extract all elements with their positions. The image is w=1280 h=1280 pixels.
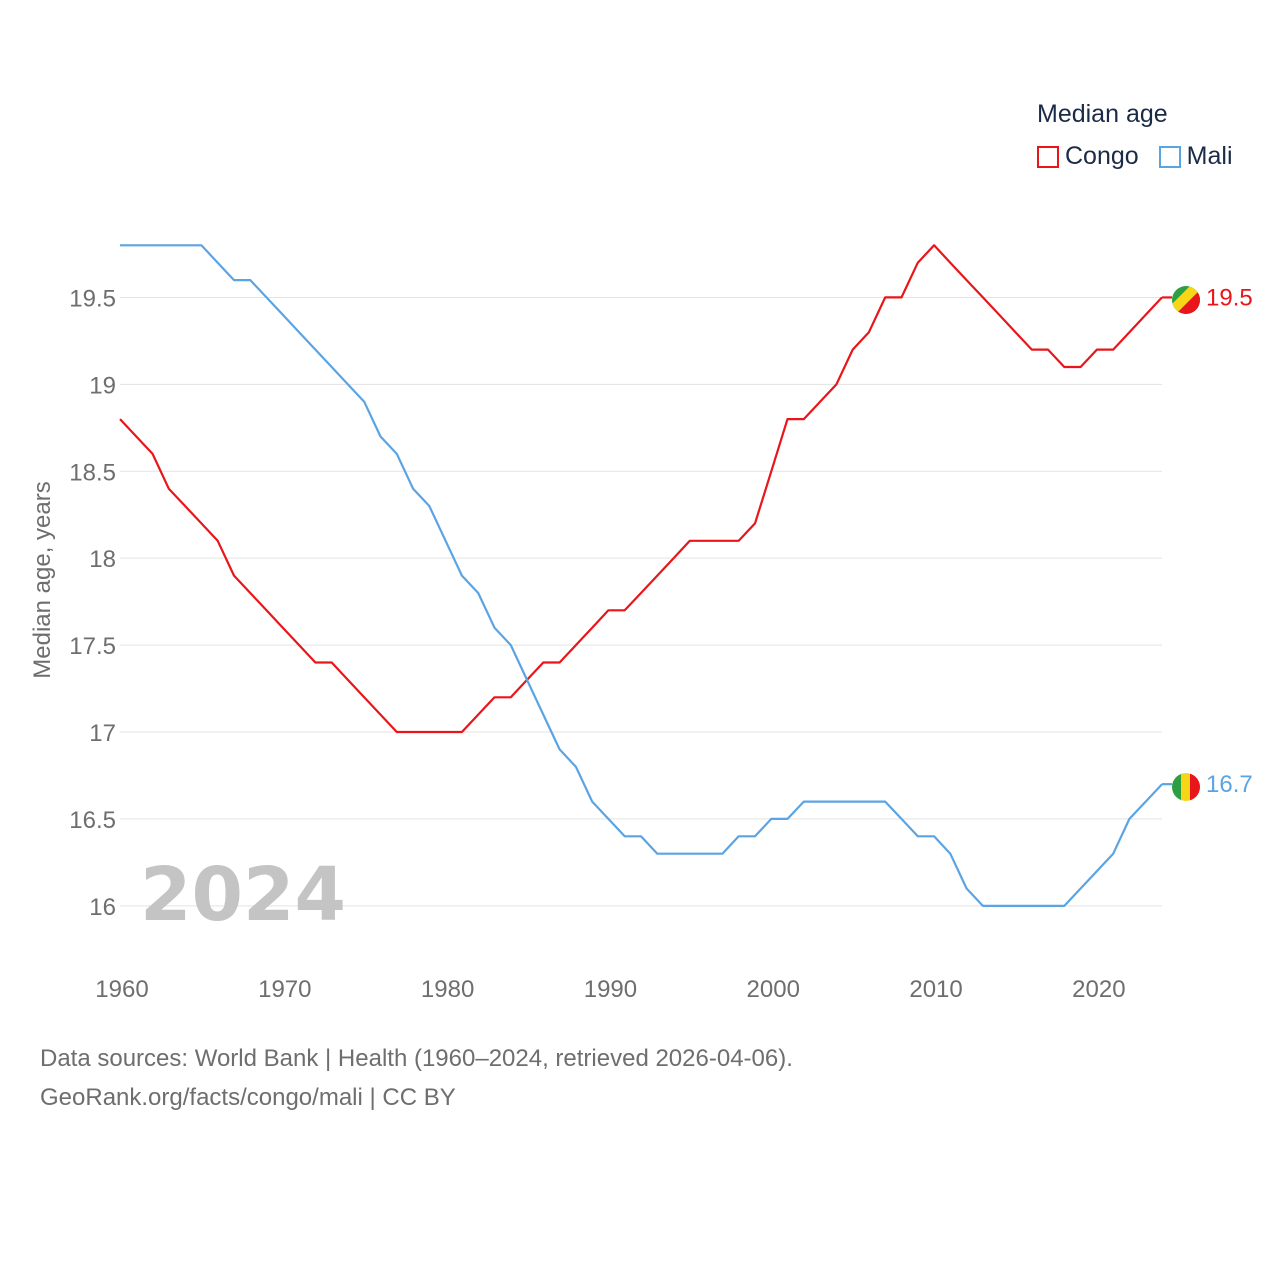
- x-tick-label: 2010: [909, 976, 962, 1003]
- series-line-congo: [119, 244, 1163, 734]
- x-tick-label: 1980: [421, 976, 474, 1003]
- year-watermark: 2024: [140, 852, 346, 938]
- x-axis: 1960 1970 1980 1990 2000 2010 2020: [95, 976, 1125, 1003]
- congo-flag-red: [1176, 290, 1200, 314]
- end-label-congo: 19.5: [1206, 284, 1253, 311]
- y-tick-label: 17.5: [69, 633, 116, 660]
- legend-swatch-congo: [1037, 145, 1059, 168]
- legend: Congo Mali: [1037, 142, 1233, 171]
- end-labels: 19.5 16.7: [1206, 284, 1253, 798]
- end-label-mali: 16.7: [1206, 771, 1253, 798]
- y-tick-label: 18.5: [69, 459, 116, 486]
- legend-title: Median age: [1037, 100, 1168, 128]
- y-tick-label: 16.5: [69, 807, 116, 834]
- y-axis-label: Median age, years: [29, 481, 56, 678]
- y-tick-label: 17: [89, 720, 116, 747]
- x-tick-label: 2020: [1072, 976, 1125, 1003]
- grid-lines: [120, 296, 1162, 907]
- y-tick-label: 19.5: [69, 285, 116, 312]
- mali-flag-red: [1190, 773, 1200, 801]
- series-line-mali: [120, 244, 1163, 908]
- legend-item-congo[interactable]: Congo: [1037, 142, 1139, 171]
- x-tick-label: 1990: [584, 976, 637, 1003]
- mali-flag-yellow: [1181, 773, 1191, 801]
- x-tick-label: 1960: [95, 976, 148, 1003]
- legend-label-congo: Congo: [1065, 142, 1139, 170]
- y-axis: 16 16.5 17 17.5 18 18.5 19 19.5: [69, 285, 116, 920]
- x-tick-label: 1970: [258, 976, 311, 1003]
- mali-flag-icon: [1172, 773, 1200, 801]
- footer-sources: Data sources: World Bank | Health (1960–…: [40, 1045, 793, 1072]
- y-tick-label: 16: [89, 894, 116, 921]
- y-tick-label: 19: [89, 372, 116, 399]
- y-tick-label: 18: [89, 546, 116, 573]
- x-tick-label: 2000: [747, 976, 800, 1003]
- legend-swatch-mali: [1158, 145, 1181, 168]
- footer-link[interactable]: GeoRank.org/facts/congo/mali | CC BY: [40, 1084, 456, 1111]
- legend-item-mali[interactable]: Mali: [1158, 142, 1233, 171]
- congo-flag-icon: [1172, 286, 1200, 314]
- series-group: [119, 244, 1172, 908]
- congo-flag-yellow: [1172, 286, 1200, 314]
- legend-label-mali: Mali: [1186, 142, 1233, 170]
- mali-flag-green: [1172, 773, 1182, 801]
